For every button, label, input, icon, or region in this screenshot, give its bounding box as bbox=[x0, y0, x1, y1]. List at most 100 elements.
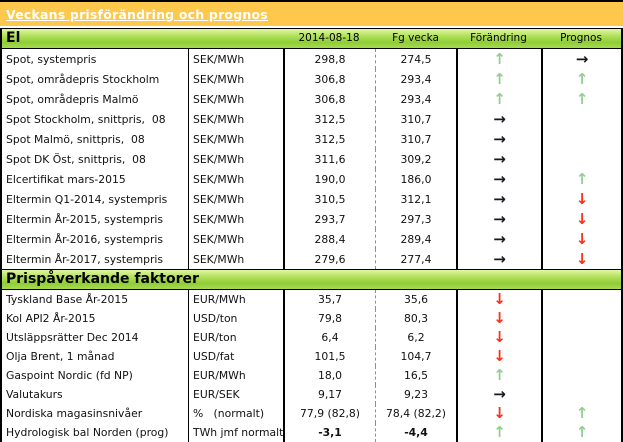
price-table: El 2014-08-18 Fg vecka Förändring Progno… bbox=[0, 28, 623, 442]
row-unit: EUR/SEK bbox=[188, 385, 283, 404]
prognosis-cell: ↓ bbox=[541, 249, 621, 269]
change-cell: → bbox=[456, 189, 541, 209]
row-label: Valutakurs bbox=[6, 388, 63, 401]
table-row: Eltermin År-2017, systempris SEK/MWh 279,6… bbox=[2, 249, 621, 269]
value-previous: 289,4 bbox=[375, 229, 456, 249]
section-rows-el: Spot, systempris SEK/MWh 298,8 274,5 ↑ → Spot,… bbox=[2, 49, 621, 269]
value-current: 101,5 bbox=[283, 347, 375, 366]
row-unit: SEK/MWh bbox=[188, 49, 283, 69]
table-row: Tyskland Base År-2015 EUR/MWh 35,7 35,6 ↓ bbox=[2, 290, 621, 309]
value-previous: 310,7 bbox=[375, 129, 456, 149]
arrow-up-icon: ↑ bbox=[575, 69, 589, 88]
row-unit: EUR/MWh bbox=[188, 366, 283, 385]
arrow-right-icon: → bbox=[493, 149, 506, 168]
change-cell: → bbox=[456, 149, 541, 169]
table-row: Spot, områdepris Malmö SEK/MWh 306,8 293,4 ↑… bbox=[2, 89, 621, 109]
value-current: 298,8 bbox=[283, 49, 375, 69]
table-row: Nordiska magasinsnivåer % (normalt) 77,9 (… bbox=[2, 404, 621, 423]
section-title-factors: Prispåverkande faktorer bbox=[6, 271, 199, 287]
prognosis-cell: ↑ bbox=[541, 89, 621, 109]
column-header-change: Förändring bbox=[470, 32, 527, 44]
row-unit: SEK/MWh bbox=[188, 69, 283, 89]
arrow-up-icon: ↑ bbox=[493, 89, 506, 108]
report-title-bar: Veckans prisförändring och prognos bbox=[0, 2, 623, 26]
row-label: Spot, områdepris Stockholm bbox=[6, 72, 160, 86]
change-cell: → bbox=[456, 169, 541, 189]
arrow-up-icon: ↑ bbox=[493, 423, 506, 441]
prognosis-cell: ↑ bbox=[541, 404, 621, 423]
arrow-up-icon: ↑ bbox=[575, 423, 589, 441]
change-cell: ↑ bbox=[456, 69, 541, 89]
change-cell: ↓ bbox=[456, 347, 541, 366]
prognosis-cell bbox=[541, 366, 621, 385]
change-cell: ↓ bbox=[456, 309, 541, 328]
table-row: Valutakurs EUR/SEK 9,17 9,23 → bbox=[2, 385, 621, 404]
value-previous: 6,2 bbox=[375, 328, 456, 347]
prognosis-cell bbox=[541, 347, 621, 366]
row-label: Hydrologisk bal Norden (prog) bbox=[6, 426, 169, 439]
section-header-el: El 2014-08-18 Fg vecka Förändring Progno… bbox=[2, 29, 621, 49]
value-current: 306,8 bbox=[283, 69, 375, 89]
prognosis-cell bbox=[541, 328, 621, 347]
column-header-previous-week: Fg vecka bbox=[392, 32, 439, 44]
prognosis-cell bbox=[541, 290, 621, 309]
row-label: Utsläppsrätter Dec 2014 bbox=[6, 331, 139, 344]
row-unit: SEK/MWh bbox=[188, 109, 283, 129]
change-cell: → bbox=[456, 249, 541, 269]
arrow-up-icon: ↑ bbox=[493, 49, 506, 68]
prognosis-cell bbox=[541, 385, 621, 404]
value-current: 190,0 bbox=[283, 169, 375, 189]
column-header-prognosis: Prognos bbox=[560, 32, 602, 44]
row-label: Eltermin År-2016, systempris bbox=[6, 232, 164, 246]
row-unit: USD/fat bbox=[188, 347, 283, 366]
column-header-date: 2014-08-18 bbox=[298, 32, 360, 44]
value-current: 77,9 (82,8) bbox=[283, 404, 375, 423]
table-row: Eltermin Q1-2014, systempris SEK/MWh 310,5… bbox=[2, 189, 621, 209]
value-previous: 9,23 bbox=[375, 385, 456, 404]
arrow-up-icon: ↑ bbox=[575, 89, 589, 108]
arrow-right-icon: → bbox=[493, 209, 506, 228]
arrow-right-icon: → bbox=[493, 229, 506, 248]
row-unit: EUR/ton bbox=[188, 328, 283, 347]
prognosis-cell: ↓ bbox=[541, 189, 621, 209]
prognosis-cell: ↓ bbox=[541, 229, 621, 249]
value-previous: 312,1 bbox=[375, 189, 456, 209]
value-current: -3,1 bbox=[283, 423, 375, 442]
arrow-down-icon: ↓ bbox=[575, 209, 589, 228]
value-previous: 309,2 bbox=[375, 149, 456, 169]
table-row: Eltermin År-2016, systempris SEK/MWh 288,4… bbox=[2, 229, 621, 249]
table-row: Spot DK Öst, snittpris, 08 SEK/MWh 311,6 30… bbox=[2, 149, 621, 169]
value-previous: 80,3 bbox=[375, 309, 456, 328]
row-unit: SEK/MWh bbox=[188, 209, 283, 229]
row-unit: USD/ton bbox=[188, 309, 283, 328]
prognosis-cell bbox=[541, 109, 621, 129]
arrow-right-icon: → bbox=[493, 249, 506, 268]
value-current: 288,4 bbox=[283, 229, 375, 249]
value-current: 293,7 bbox=[283, 209, 375, 229]
value-current: 311,6 bbox=[283, 149, 375, 169]
row-unit: SEK/MWh bbox=[188, 189, 283, 209]
change-cell: → bbox=[456, 109, 541, 129]
row-unit: EUR/MWh bbox=[188, 290, 283, 309]
table-row: Spot Stockholm, snittpris, 08 SEK/MWh 312,… bbox=[2, 109, 621, 129]
value-current: 279,6 bbox=[283, 249, 375, 269]
arrow-down-icon: ↓ bbox=[493, 309, 506, 327]
value-previous: 35,6 bbox=[375, 290, 456, 309]
arrow-down-icon: ↓ bbox=[493, 328, 506, 346]
change-cell: ↑ bbox=[456, 366, 541, 385]
arrow-up-icon: ↑ bbox=[493, 69, 506, 88]
table-row: Gaspoint Nordic (fd NP) EUR/MWh 18,0 16,5 ↑ bbox=[2, 366, 621, 385]
value-current: 312,5 bbox=[283, 109, 375, 129]
arrow-down-icon: ↓ bbox=[493, 404, 506, 422]
arrow-right-icon: → bbox=[575, 49, 589, 68]
row-unit: TWh jmf normalt bbox=[188, 423, 283, 442]
table-row: Utsläppsrätter Dec 2014 EUR/ton 6,4 6,2 ↓ bbox=[2, 328, 621, 347]
change-cell: ↓ bbox=[456, 290, 541, 309]
row-label: Tyskland Base År-2015 bbox=[6, 293, 129, 306]
row-label: Spot DK Öst, snittpris, 08 bbox=[6, 152, 146, 166]
change-cell: → bbox=[456, 229, 541, 249]
arrow-down-icon: ↓ bbox=[493, 290, 506, 308]
row-label: Spot Stockholm, snittpris, 08 bbox=[6, 112, 166, 126]
change-cell: ↓ bbox=[456, 404, 541, 423]
